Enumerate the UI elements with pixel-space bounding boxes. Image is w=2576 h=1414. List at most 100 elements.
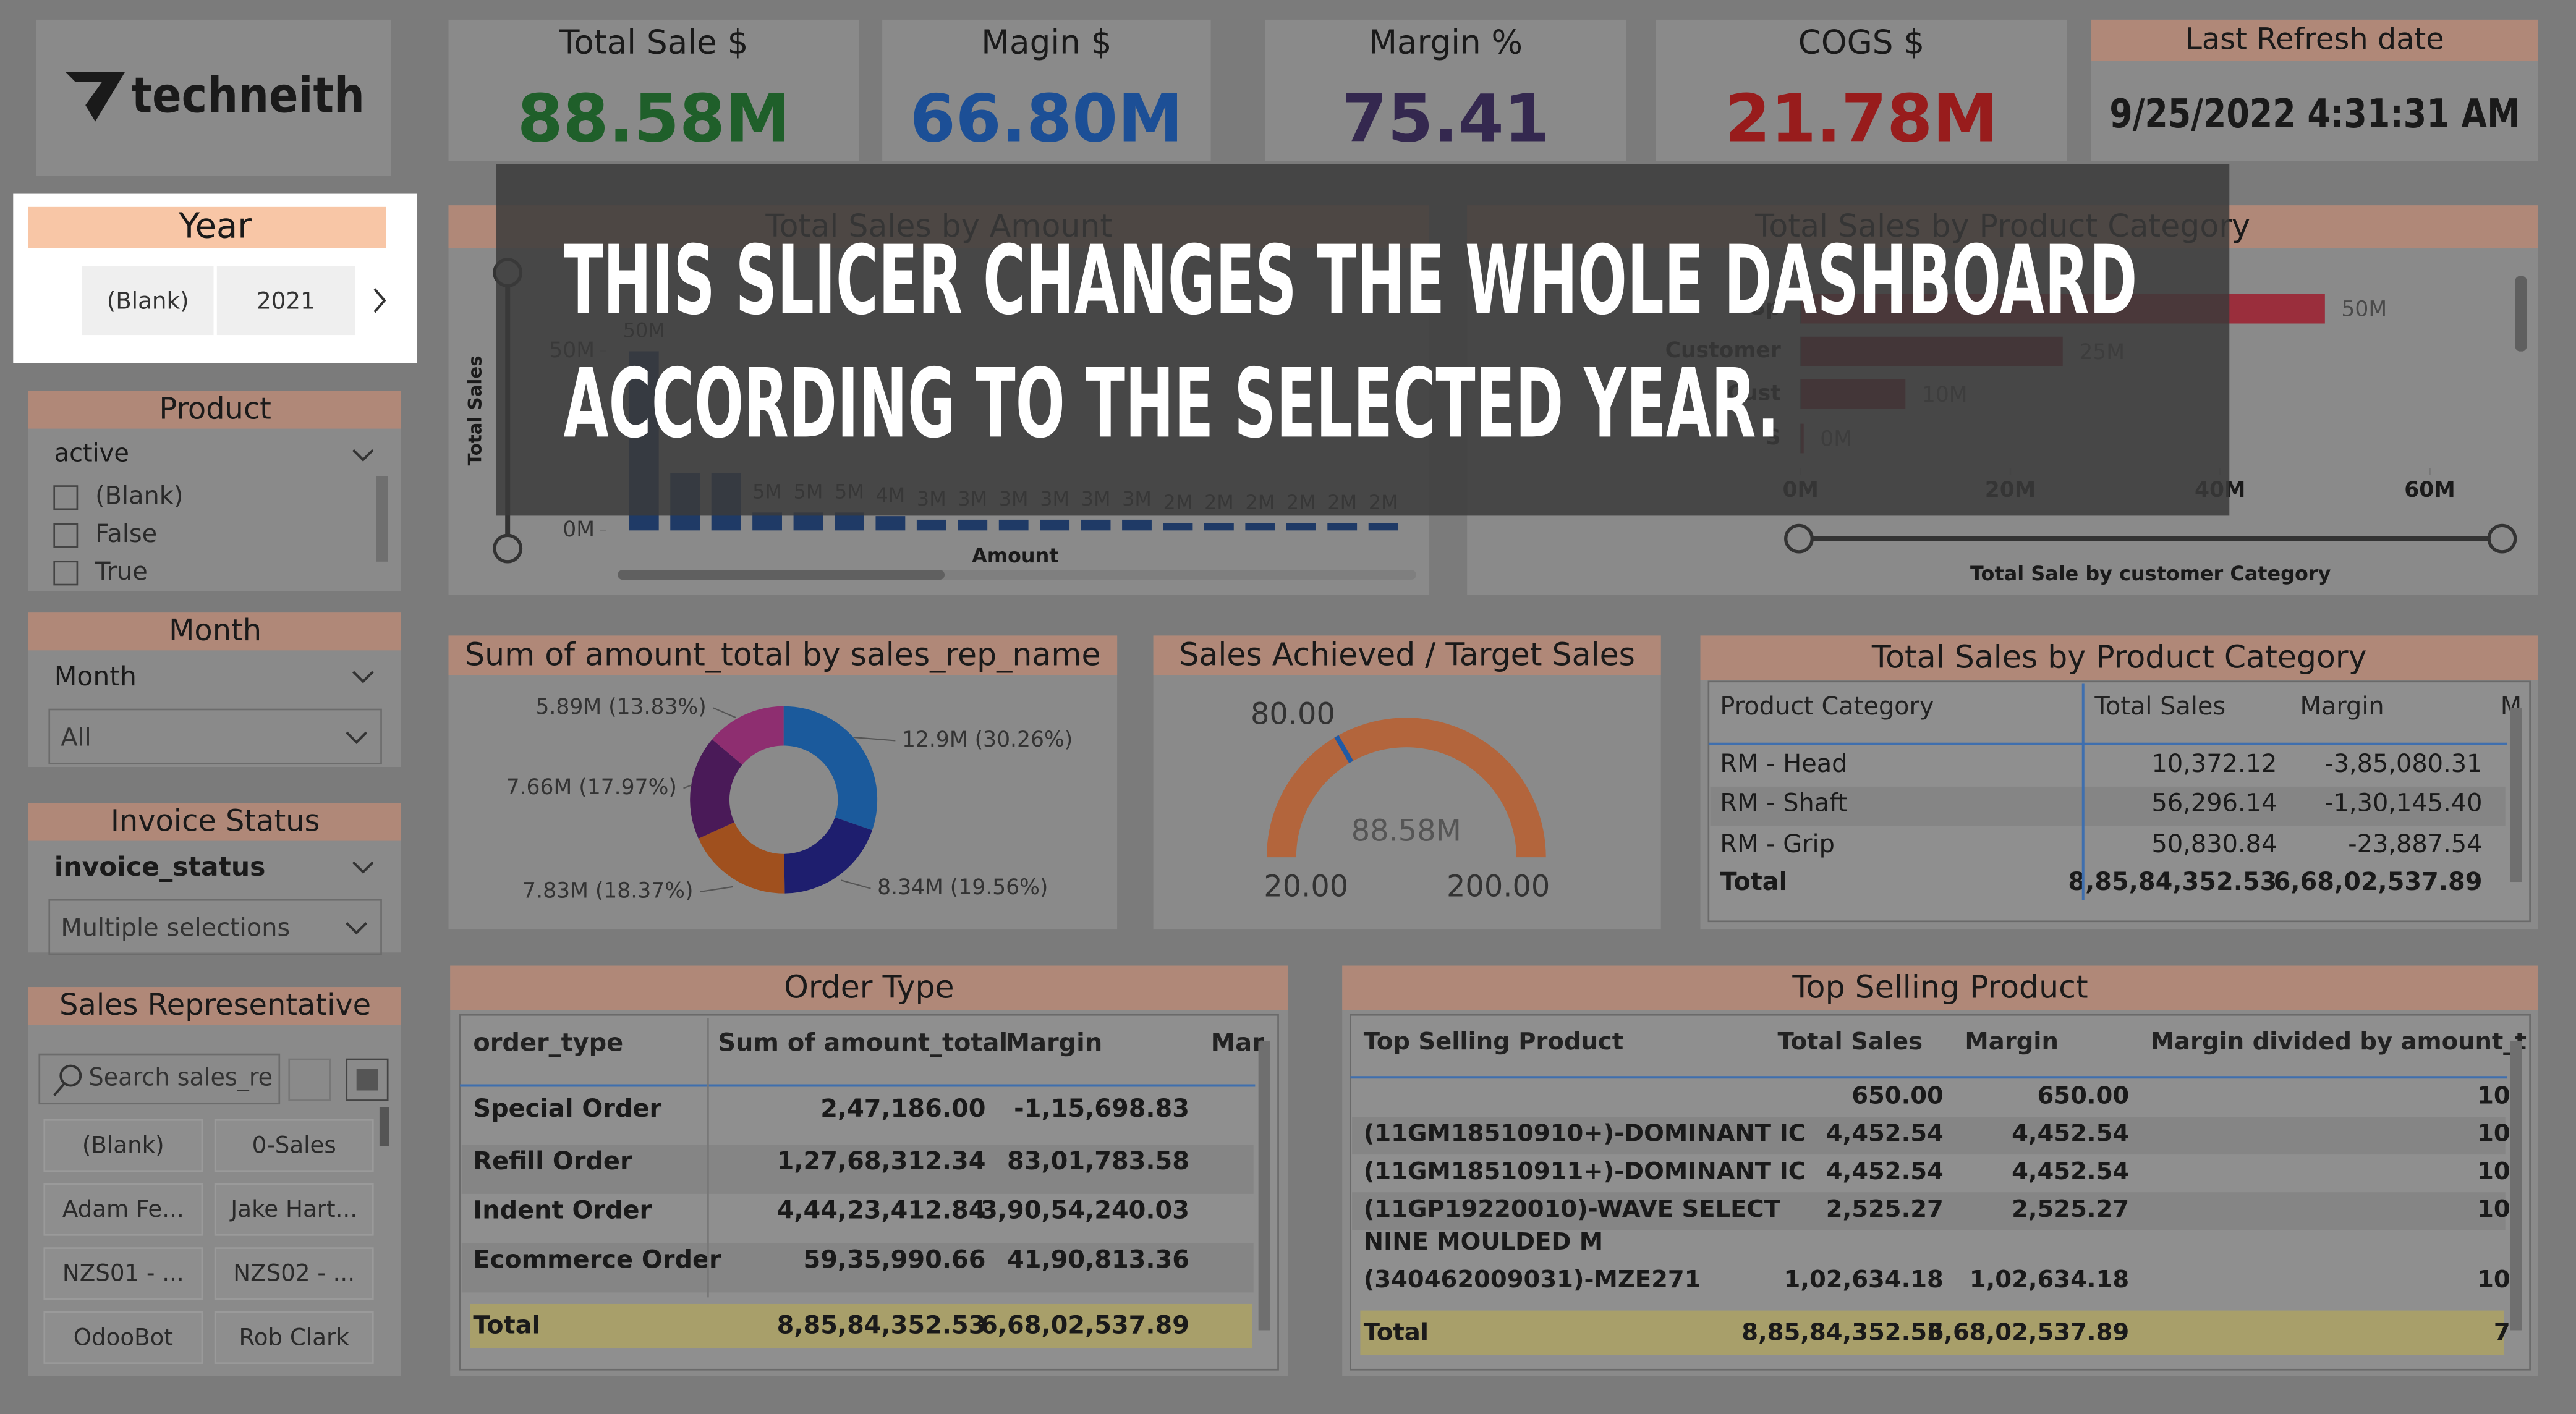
row-band — [461, 1243, 1254, 1293]
rep-button-label[interactable]: (Blank) — [82, 1131, 164, 1158]
cell: (11GM18510910+)-DOMINANT IC — [1364, 1120, 1806, 1148]
year-option[interactable] — [216, 266, 355, 336]
search-box[interactable] — [38, 1053, 281, 1105]
rep-button-label[interactable]: NZS02 - ... — [233, 1259, 355, 1287]
cell: 1,02,634.18 — [1784, 1266, 1944, 1293]
bar — [1204, 523, 1234, 531]
leader-line — [712, 707, 736, 719]
checkbox-label[interactable]: (Blank) — [95, 482, 183, 510]
checkbox[interactable] — [53, 561, 79, 586]
donut-segment — [690, 739, 742, 839]
rep-button[interactable] — [43, 1247, 203, 1300]
cell: Ecommerce Order — [473, 1245, 721, 1274]
row-band — [1352, 1117, 2506, 1155]
clear-button[interactable] — [288, 1058, 331, 1101]
rep-button[interactable] — [214, 1311, 374, 1364]
kpi-value: 88.58M — [517, 81, 791, 158]
rep-button-label[interactable]: Rob Clark — [239, 1323, 350, 1350]
chevron[interactable] — [352, 449, 374, 462]
refresh-title: Last Refresh date — [2185, 22, 2444, 56]
checkbox[interactable] — [53, 523, 79, 548]
cell: 10 — [2477, 1158, 2510, 1185]
rep-button[interactable] — [214, 1119, 374, 1172]
year-option[interactable] — [82, 266, 214, 336]
chevron[interactable] — [373, 288, 386, 313]
x-tick-label: 60M — [2404, 478, 2455, 502]
data-label: 5.89M (13.83%) — [535, 695, 706, 719]
checkbox-label[interactable]: True — [95, 557, 148, 586]
rep-button[interactable] — [214, 1247, 374, 1300]
cell: (11GM18510911+)-DOMINANT IC — [1364, 1158, 1806, 1185]
panel-header — [450, 965, 1288, 1010]
cell: 56,296.14 — [2151, 789, 2277, 818]
panel-header — [28, 803, 401, 841]
rep-button[interactable] — [43, 1183, 203, 1236]
cell: 2,47,186.00 — [820, 1094, 985, 1123]
rep-button-label[interactable]: Adam Fe... — [62, 1195, 184, 1222]
select-all-button[interactable] — [346, 1058, 389, 1101]
rep-button[interactable] — [43, 1311, 203, 1364]
bar — [958, 519, 988, 531]
rep-button-label[interactable]: OdooBot — [74, 1323, 173, 1350]
checkbox[interactable] — [53, 485, 79, 510]
year-option-label[interactable]: 2021 — [257, 287, 315, 314]
gauge-target — [1334, 735, 1354, 763]
dropdown-value[interactable]: Multiple selections — [61, 914, 290, 942]
slider-handle[interactable] — [2487, 523, 2517, 554]
column-header: Margin — [1965, 1028, 2059, 1056]
total-row — [1360, 1310, 2504, 1355]
chevron[interactable] — [352, 671, 374, 684]
slider-handle[interactable] — [493, 533, 523, 564]
slicer-title: Year — [178, 206, 252, 247]
kpi-title: Magin $ — [981, 23, 1112, 61]
donut-segment — [783, 706, 878, 831]
panel-header — [2091, 19, 2538, 61]
leader-line — [699, 886, 733, 893]
data-label: 8.34M (19.56%) — [877, 875, 1048, 900]
bar — [1122, 519, 1152, 531]
data-label: 50M — [2341, 297, 2387, 322]
slicer-title: Sales Representative — [59, 988, 371, 1022]
cell: RM - Grip — [1720, 830, 1834, 858]
cell: 2,525.27 — [2012, 1195, 2129, 1223]
bar — [1245, 523, 1275, 531]
dropdown-value[interactable]: All — [61, 723, 91, 751]
cell: RM - Shaft — [1720, 789, 1847, 818]
data-label: 12.9M (30.26%) — [902, 727, 1073, 752]
cell: Indent Order — [473, 1196, 652, 1225]
slider-handle[interactable] — [1784, 523, 1814, 554]
kpi-title: COGS $ — [1798, 23, 1925, 61]
dropdown[interactable] — [48, 708, 382, 765]
cell: 650.00 — [1851, 1082, 1944, 1110]
cell: -3,85,080.31 — [2324, 750, 2482, 778]
total-cell: 8,85,84,352.53 — [2068, 868, 2277, 896]
bar — [998, 519, 1029, 531]
slicer-field: Month — [54, 662, 137, 692]
panel-header — [28, 612, 401, 651]
cell: 4,44,23,412.84 — [777, 1196, 986, 1225]
chevron[interactable] — [352, 861, 374, 874]
cell: 10 — [2477, 1082, 2510, 1110]
rep-button-label[interactable]: 0-Sales — [252, 1131, 336, 1158]
y-axis-title: Total Sales — [465, 355, 486, 465]
cell: RM - Head — [1720, 750, 1847, 778]
bar — [1040, 519, 1070, 531]
total-cell: Total — [473, 1311, 540, 1340]
checkbox-label[interactable]: False — [95, 520, 157, 548]
dropdown[interactable] — [48, 899, 382, 955]
slicer-title: Invoice Status — [111, 804, 320, 838]
year-option-label[interactable]: (Blank) — [107, 287, 189, 314]
rep-button[interactable] — [214, 1183, 374, 1236]
chevron[interactable] — [346, 731, 368, 744]
rep-button-label[interactable]: Jake Hart... — [229, 1195, 357, 1222]
chevron[interactable] — [346, 922, 368, 935]
rep-button-label[interactable]: NZS01 - ... — [62, 1259, 184, 1287]
cell: 4,452.54 — [2012, 1158, 2129, 1185]
row-band — [461, 1145, 1254, 1194]
cell: 4,452.54 — [1826, 1120, 1944, 1148]
row-band — [1710, 786, 2506, 826]
rep-button[interactable] — [43, 1119, 203, 1172]
total-cell: Total — [1364, 1318, 1429, 1346]
donut-segment — [712, 706, 784, 765]
